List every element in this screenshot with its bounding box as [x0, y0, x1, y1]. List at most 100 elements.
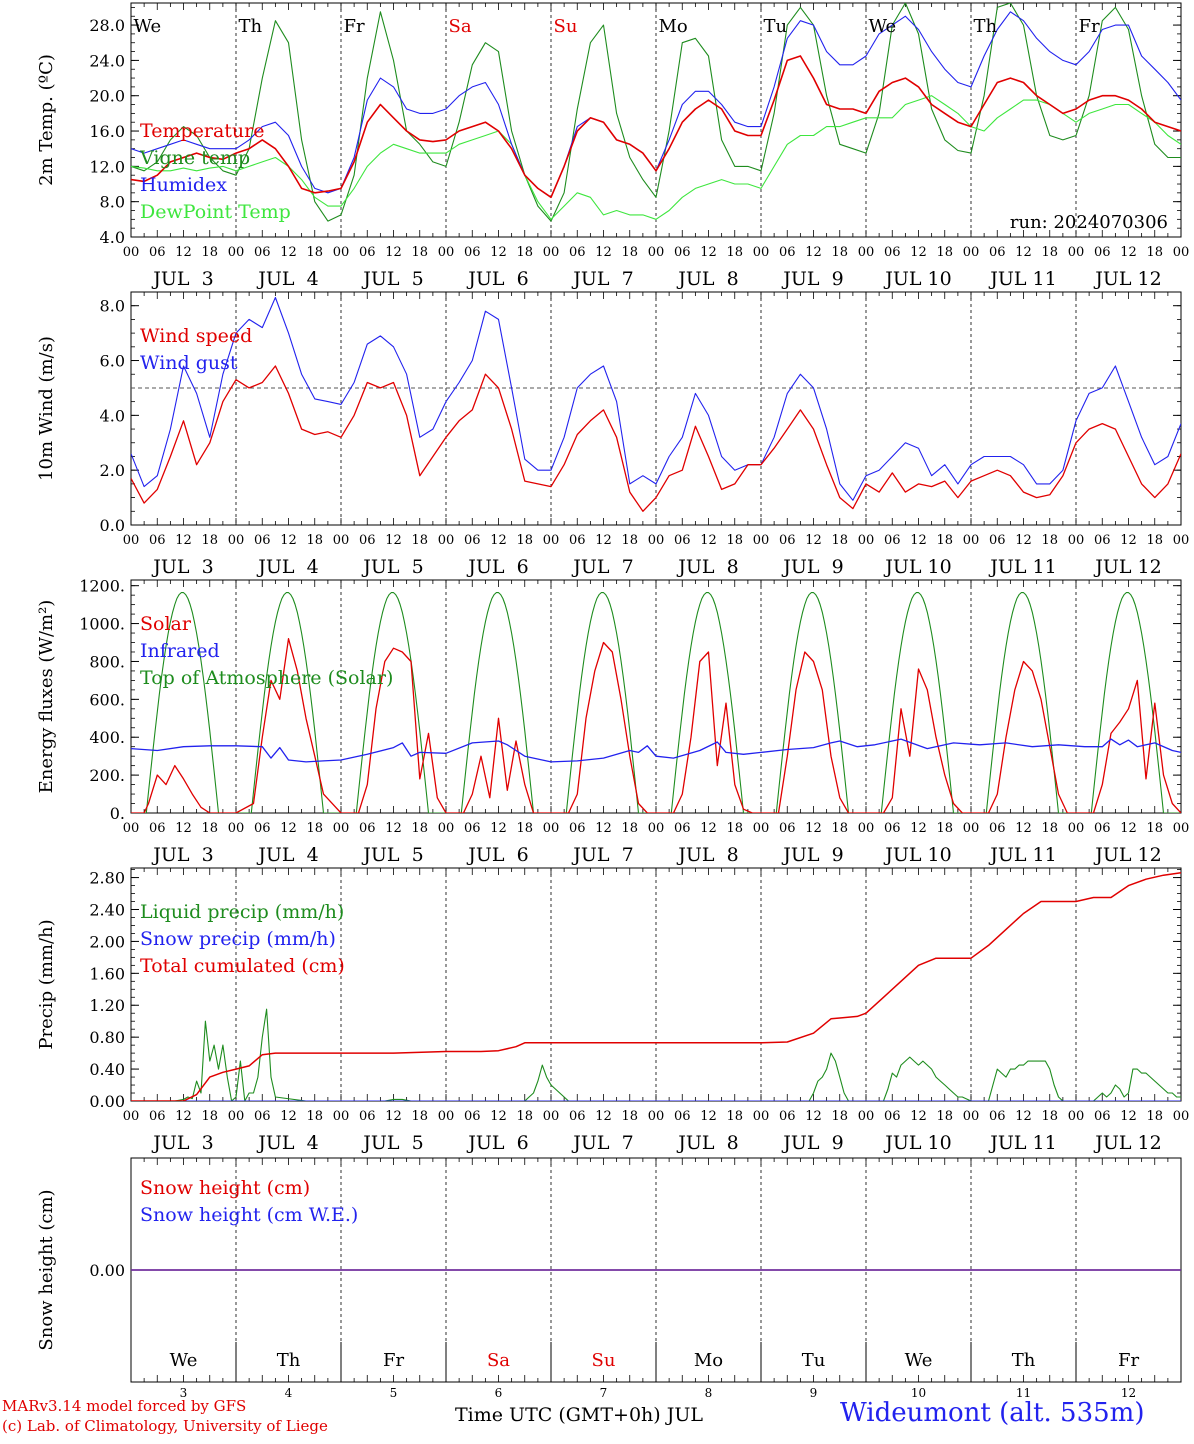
hour-tick-label: 12: [385, 533, 402, 548]
hour-tick-label: 18: [411, 821, 428, 836]
station-name: Wideumont (alt. 535m): [840, 1398, 1145, 1428]
date-label: JUL 4: [256, 556, 318, 578]
date-label: JUL 12: [1093, 1132, 1161, 1154]
day-number: 5: [390, 1386, 398, 1400]
hour-tick-label: 06: [254, 821, 271, 836]
hour-tick-label: 06: [254, 1109, 271, 1124]
series-top-of-atmosphere-solar-: [131, 592, 1181, 813]
hour-tick-label: 06: [884, 245, 901, 260]
date-label: JUL 8: [676, 556, 738, 578]
y-tick-label: 200.: [89, 766, 125, 785]
hour-tick-label: 06: [464, 821, 481, 836]
y-tick-label: 0.40: [89, 1060, 125, 1079]
date-label: JUL 12: [1093, 268, 1161, 290]
day-number: 9: [810, 1386, 818, 1400]
hour-tick-label: 00: [228, 821, 245, 836]
date-label: JUL 3: [151, 1132, 213, 1154]
series-wind-speed: [131, 365, 1181, 512]
hour-tick-label: 12: [595, 245, 612, 260]
date-label: JUL 9: [781, 268, 843, 290]
hour-tick-label: 18: [306, 1109, 323, 1124]
legend-liquid-precip-mm-h-: Liquid precip (mm/h): [140, 901, 344, 923]
hour-tick-label: 18: [936, 533, 953, 548]
legend-total-cumulated-cm-: Total cumulated (cm): [140, 955, 345, 977]
hour-tick-label: 12: [805, 245, 822, 260]
hour-tick-label: 18: [621, 821, 638, 836]
legend-solar: Solar: [140, 613, 192, 635]
hour-tick-label: 18: [201, 821, 218, 836]
hour-tick-label: 00: [858, 821, 875, 836]
y-tick-label: 8.0: [100, 193, 125, 212]
hour-tick-label: 12: [385, 821, 402, 836]
date-label: JUL 7: [571, 1132, 633, 1154]
legend-top-of-atmosphere-solar-: Top of Atmosphere (Solar): [140, 667, 393, 689]
hour-tick-label: 00: [1068, 1109, 1085, 1124]
hour-tick-label: 00: [648, 821, 665, 836]
hour-tick-label: 06: [254, 533, 271, 548]
hour-tick-label: 18: [936, 1109, 953, 1124]
y-axis-label: 10m Wind (m/s): [36, 336, 57, 481]
hour-tick-label: 00: [858, 245, 875, 260]
y-tick-label: 20.0: [89, 87, 125, 106]
weekday-label-bottom: Th: [277, 1350, 301, 1371]
legend-snow-height-cm-w-e-: Snow height (cm W.E.): [140, 1204, 358, 1226]
panel-wind: 0.0 2.0 4.0 6.0 8.0 10m Wind (m/s) Wind speed W…: [36, 291, 1190, 578]
hour-tick-label: 12: [490, 245, 507, 260]
y-tick-label: 400.: [89, 728, 125, 747]
y-tick-label: 0.80: [89, 1028, 125, 1047]
hour-tick-label: 00: [753, 1109, 770, 1124]
hour-tick-label: 12: [595, 821, 612, 836]
date-label: JUL 11: [988, 268, 1056, 290]
hour-tick-label: 00: [648, 533, 665, 548]
hour-tick-label: 00: [1173, 533, 1190, 548]
hour-tick-label: 18: [516, 245, 533, 260]
hour-tick-label: 18: [411, 533, 428, 548]
legend-wind-gust: Wind gust: [140, 352, 238, 374]
weekday-label: Tu: [764, 16, 788, 37]
hour-tick-label: 00: [438, 1109, 455, 1124]
date-label: JUL 10: [883, 556, 951, 578]
hour-tick-label: 12: [1120, 821, 1137, 836]
hour-tick-label: 18: [201, 1109, 218, 1124]
hour-tick-label: 12: [1015, 533, 1032, 548]
hour-tick-label: 18: [1041, 821, 1058, 836]
hour-tick-label: 00: [333, 245, 350, 260]
panel-energy: 0. 200. 400. 600. 800. 1000. 1200. Energy fluxe…: [36, 577, 1189, 866]
weekday-label: We: [134, 16, 162, 37]
date-label: JUL 8: [676, 844, 738, 866]
hour-tick-label: 06: [359, 821, 376, 836]
hour-tick-label: 00: [753, 533, 770, 548]
hour-tick-label: 18: [1146, 245, 1163, 260]
hour-tick-label: 00: [963, 1109, 980, 1124]
date-label: JUL 9: [781, 844, 843, 866]
y-tick-label: 6.0: [100, 352, 125, 371]
hour-tick-label: 18: [621, 245, 638, 260]
weekday-label: Th: [974, 16, 998, 37]
hour-tick-label: 06: [779, 1109, 796, 1124]
series-temperature: [131, 55, 1181, 199]
y-tick-label: 0.00: [89, 1261, 125, 1280]
panel-precip: 0.00 0.40 0.80 1.20 1.60 2.00 2.40 2.80 Precip (…: [36, 867, 1189, 1154]
date-label: JUL 10: [883, 1132, 951, 1154]
weekday-label: We: [869, 16, 897, 37]
hour-tick-label: 06: [1094, 245, 1111, 260]
y-tick-label: 1200.: [79, 577, 125, 596]
hour-tick-label: 00: [123, 821, 140, 836]
hour-tick-label: 06: [464, 533, 481, 548]
hour-tick-label: 18: [726, 1109, 743, 1124]
hour-tick-label: 12: [700, 533, 717, 548]
hour-tick-label: 12: [490, 821, 507, 836]
series-group: [131, 3, 1181, 222]
hour-tick-label: 18: [306, 821, 323, 836]
hour-tick-label: 06: [779, 533, 796, 548]
hour-tick-label: 00: [333, 533, 350, 548]
weekday-label-bottom: Sa: [487, 1350, 510, 1371]
date-label: JUL 12: [1093, 556, 1161, 578]
y-tick-label: 4.0: [100, 228, 125, 247]
hour-tick-label: 12: [700, 1109, 717, 1124]
date-label: JUL 5: [361, 1132, 423, 1154]
y-tick-label: 2.0: [100, 461, 125, 480]
series-group: [131, 872, 1181, 1101]
hour-tick-label: 00: [1068, 533, 1085, 548]
